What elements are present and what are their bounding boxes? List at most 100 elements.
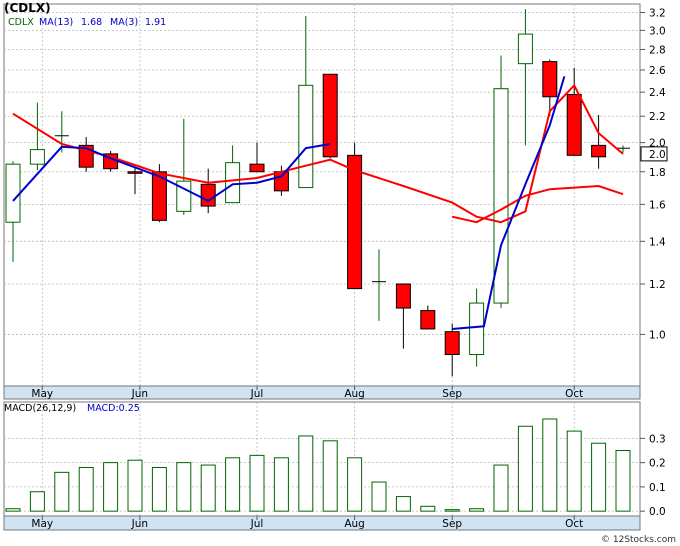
price-panel: 1.01.21.41.61.82.02.22.42.62.83.03.22.0M… — [3, 3, 668, 400]
month-label: Oct — [565, 388, 583, 400]
candle-body-up — [469, 302, 485, 356]
candle-body-down — [444, 331, 460, 356]
macd-bar — [591, 442, 607, 512]
macd-bar — [298, 435, 314, 512]
candle-body-down — [566, 93, 582, 156]
month-label: Jul — [250, 388, 264, 400]
candle-body-down — [273, 171, 289, 192]
legend-symbol: CDLX — [8, 17, 34, 28]
candle-body-up — [29, 149, 45, 165]
ticker-title: (CDLX) — [4, 1, 51, 15]
candle — [542, 59, 558, 117]
candle — [444, 323, 460, 377]
candle-body-down — [591, 144, 607, 158]
macd-month-label: Jul — [250, 518, 264, 530]
macd-month-label: Sep — [442, 518, 462, 530]
macd-bar — [176, 462, 192, 512]
price-tick-label: 3.2 — [649, 8, 666, 20]
legend-ma3-label: MA(3) — [110, 17, 138, 28]
price-tick-label: 1.8 — [649, 167, 666, 179]
candle — [395, 283, 411, 349]
macd-bar — [566, 430, 582, 512]
macd-tick-label: 0.0 — [649, 506, 666, 518]
candle-body-up — [493, 88, 509, 304]
candle-body-down — [420, 310, 436, 330]
candle-body-down — [127, 171, 143, 174]
price-tick-label: 2.4 — [649, 87, 666, 99]
macd-tick-label: 0.1 — [649, 482, 666, 494]
macd-month-label: Jun — [131, 518, 148, 530]
macd-month-axis — [3, 515, 641, 531]
month-label: Jun — [131, 388, 148, 400]
macd-month-label: May — [31, 518, 53, 530]
macd-bar — [322, 440, 338, 512]
macd-bar — [444, 509, 460, 512]
price-tick-label: 2.8 — [649, 44, 666, 56]
ma3-line — [12, 143, 331, 203]
candle — [249, 142, 265, 173]
macd-bar — [347, 457, 363, 512]
candle-body-up — [225, 162, 241, 204]
price-tick-label: 2.2 — [649, 111, 666, 123]
macd-bar — [469, 508, 485, 512]
ma3-line-late — [452, 76, 566, 330]
legend-ma13-value: 1.68 — [81, 17, 102, 28]
month-label: May — [31, 388, 53, 400]
candle — [493, 55, 509, 309]
candle-body-up — [517, 33, 533, 65]
candle-body-down — [322, 73, 338, 158]
macd-bar — [54, 471, 70, 512]
ma13-line — [12, 83, 624, 224]
last-price-tag — [640, 146, 668, 162]
price-tick-label: 3.0 — [649, 25, 666, 37]
candle-body-down — [249, 163, 265, 173]
candle-body-down — [347, 154, 363, 290]
candle-body-down — [542, 61, 558, 98]
price-month-axis — [3, 385, 641, 400]
macd-bar — [395, 496, 411, 512]
month-label: Aug — [344, 388, 365, 400]
price-plot-frame — [3, 3, 641, 387]
macd-bar — [420, 505, 436, 512]
macd-bar — [5, 508, 21, 512]
macd-month-label: Oct — [565, 518, 583, 530]
macd-bar — [78, 466, 94, 512]
candle — [517, 9, 533, 146]
macd-legend-value: MACD:0.25 — [87, 403, 140, 414]
legend-ma13-label: MA(13) — [39, 17, 73, 28]
candle — [103, 151, 119, 172]
price-tick-label: 1.4 — [649, 236, 666, 248]
candle — [127, 167, 143, 195]
macd-bar — [127, 459, 143, 512]
macd-bar — [517, 425, 533, 512]
macd-panel: 0.0 0.1 0.2 0.3 May Jun Jul Aug Sep Oct — [3, 401, 666, 531]
candle-body-up — [5, 163, 21, 223]
macd-bar — [493, 464, 509, 512]
macd-bar — [542, 418, 558, 512]
legend-ma3-value: 1.91 — [145, 17, 166, 28]
month-label: Sep — [442, 388, 462, 400]
macd-bar — [200, 464, 216, 512]
candle — [591, 114, 607, 169]
macd-bar — [371, 481, 387, 512]
candle — [372, 249, 386, 321]
macd-bar — [249, 454, 265, 512]
candle-body-up — [176, 180, 192, 212]
candle — [29, 102, 45, 171]
macd-month-label: Aug — [344, 518, 365, 530]
macd-bar — [225, 457, 241, 512]
ma13-line-late — [451, 184, 624, 224]
candle — [225, 145, 241, 204]
macd-tick-label: 0.2 — [649, 458, 666, 470]
candle-body-up — [298, 84, 314, 189]
macd-tick-label: 0.3 — [649, 433, 666, 445]
price-tick-label: 1.6 — [649, 199, 666, 211]
candle — [200, 168, 216, 214]
candle — [176, 118, 192, 215]
candle — [616, 145, 630, 153]
candle — [566, 67, 582, 156]
macd-bar — [151, 466, 167, 512]
macd-bar — [615, 450, 631, 512]
candle — [347, 142, 363, 290]
